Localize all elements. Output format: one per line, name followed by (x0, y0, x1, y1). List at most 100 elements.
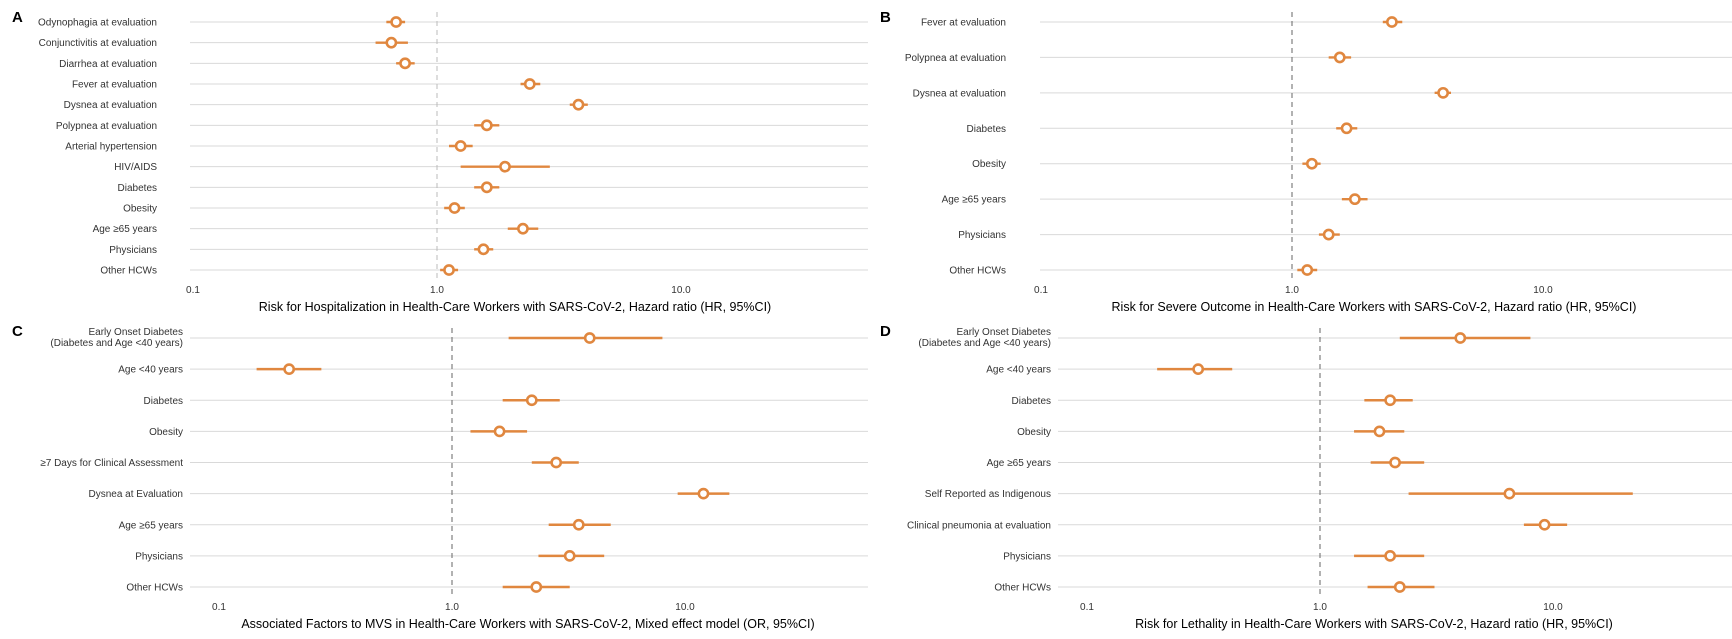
row-label: Age <40 years (986, 365, 1051, 376)
row-label-line: Polypnea at evaluation (56, 121, 157, 132)
row-label-line: Dysnea at evaluation (64, 100, 157, 111)
estimate-point (1385, 16, 1398, 28)
row-label-line: (Diabetes and Age <40 years) (50, 338, 183, 349)
estimate-point (477, 243, 490, 256)
row-label-line: Early Onset Diabetes (89, 327, 184, 338)
estimate-point (697, 487, 710, 500)
row-label: Diabetes (967, 124, 1006, 135)
row-label-line: Diabetes (144, 396, 183, 407)
row-label: Physicians (109, 245, 157, 256)
row-label-line: Other HCWs (949, 266, 1006, 277)
row-label-line: Age ≥65 years (942, 195, 1006, 206)
x-axis-title: Risk for Lethality in Health-Care Worker… (1135, 617, 1613, 631)
x-axis-title: Risk for Severe Outcome in Health-Care W… (1112, 300, 1637, 314)
row-label: Fever at evaluation (72, 80, 157, 91)
row-label: Early Onset Diabetes (Diabetes and Age <4… (918, 327, 1051, 349)
estimate-point (1192, 363, 1205, 376)
row-label: Physicians (135, 551, 183, 562)
row-label-line: Early Onset Diabetes (957, 327, 1052, 338)
estimate-point (1454, 332, 1467, 344)
row-label-line: Diabetes (967, 124, 1006, 135)
row-label-line: Dysnea at Evaluation (88, 489, 183, 500)
row-label: Other HCWs (126, 583, 183, 594)
panel-letter: A (12, 9, 23, 26)
estimate-point (1373, 425, 1386, 438)
row-label: Odynophagia at evaluation (38, 18, 157, 29)
estimate-point (1340, 122, 1353, 135)
row-label-line: Other HCWs (126, 583, 183, 594)
row-label-line: Obesity (123, 204, 157, 215)
row-label-line: Dysnea at evaluation (913, 88, 1006, 99)
row-label: Early Onset Diabetes (Diabetes and Age <4… (50, 327, 183, 349)
x-tick-label: 1.0 (1313, 602, 1327, 613)
row-label: Polypnea at evaluation (905, 53, 1006, 64)
estimate-point (454, 140, 467, 152)
row-label: Diabetes (144, 396, 183, 407)
row-label-line: Age <40 years (118, 365, 183, 376)
panel-letter: D (880, 323, 891, 340)
row-label: Obesity (1017, 427, 1051, 438)
x-tick-label: 10.0 (1533, 285, 1553, 296)
estimate-point (1322, 228, 1335, 241)
row-label-line: Conjunctivitis at evaluation (39, 38, 157, 49)
row-label: Diarrhea at evaluation (59, 59, 157, 70)
estimate-point (1348, 193, 1361, 206)
row-label: Age ≥65 years (987, 458, 1051, 469)
row-label-line: Age ≥65 years (987, 458, 1051, 469)
x-tick-label: 10.0 (671, 285, 691, 296)
x-tick-label: 0.1 (1080, 602, 1094, 613)
estimate-point (1384, 394, 1397, 407)
panel-b: B Fever at evaluation Polypnea at evaluati… (880, 9, 1732, 314)
row-label-line: Other HCWs (100, 266, 157, 277)
row-label: Obesity (149, 427, 183, 438)
row-label: Other HCWs (994, 583, 1051, 594)
row-label-line: Age ≥65 years (119, 520, 183, 531)
row-label-line: Physicians (1003, 551, 1051, 562)
x-tick-label: 1.0 (1285, 285, 1299, 296)
x-axis-title: Risk for Hospitalization in Health-Care … (259, 300, 771, 314)
row-label: Physicians (958, 230, 1006, 241)
x-tick-label: 1.0 (445, 602, 459, 613)
estimate-point (1301, 264, 1314, 276)
panel-d: D Early Onset Diabetes (Diabetes and Age <… (880, 323, 1732, 631)
estimate-point (530, 581, 543, 593)
row-label-line: Obesity (972, 159, 1006, 170)
estimate-point (525, 394, 538, 407)
row-label: Obesity (972, 159, 1006, 170)
row-label: Dysnea at evaluation (64, 100, 157, 111)
x-tick-label: 1.0 (430, 285, 444, 296)
estimate-point (1384, 549, 1397, 562)
row-label-line: Fever at evaluation (72, 80, 157, 91)
row-label-line: Self Reported as Indigenous (925, 489, 1051, 500)
estimate-point (385, 36, 398, 49)
x-axis-title: Associated Factors to MVS in Health-Care… (241, 617, 814, 631)
row-label: HIV/AIDS (114, 162, 157, 173)
estimate-point (572, 518, 585, 531)
panel-c: C Early Onset Diabetes (Diabetes and Age <… (12, 323, 868, 631)
estimate-point (480, 119, 493, 132)
row-label-line: Diabetes (1012, 396, 1051, 407)
row-label-line: Fever at evaluation (921, 18, 1006, 29)
row-label-line: Clinical pneumonia at evaluation (907, 520, 1051, 531)
estimate-point (1393, 581, 1406, 593)
estimate-point (1389, 456, 1401, 469)
row-label: Self Reported as Indigenous (925, 489, 1051, 500)
estimate-point (550, 456, 563, 469)
row-label: Age <40 years (118, 365, 183, 376)
row-label: Physicians (1003, 551, 1051, 562)
estimate-point (523, 78, 536, 90)
row-label-line: Physicians (135, 551, 183, 562)
row-label: Diabetes (1012, 396, 1051, 407)
row-label: Dysnea at evaluation (913, 88, 1006, 99)
row-label: Obesity (123, 204, 157, 215)
row-label: Other HCWs (100, 266, 157, 277)
row-label-line: Physicians (958, 230, 1006, 241)
row-label-line: Other HCWs (994, 583, 1051, 594)
row-label: Other HCWs (949, 266, 1006, 277)
estimate-point (583, 332, 596, 344)
row-label: Diabetes (118, 183, 157, 194)
estimate-point (1305, 157, 1318, 170)
estimate-point (480, 181, 493, 194)
row-label-line: (Diabetes and Age <40 years) (918, 338, 1051, 349)
